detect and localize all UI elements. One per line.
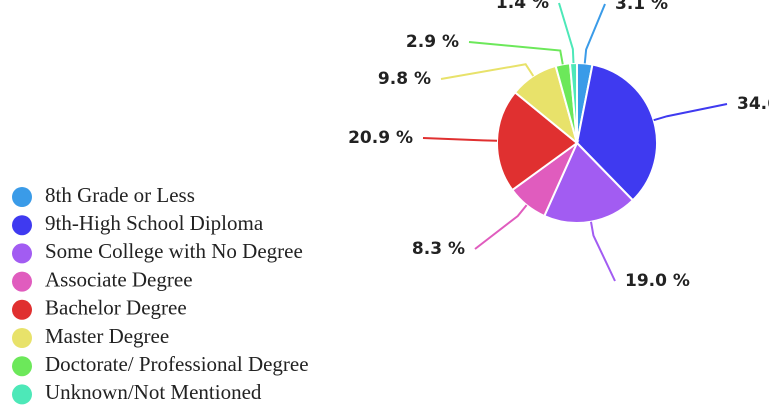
- pie-slice: [542, 141, 635, 224]
- legend-swatch: [12, 299, 32, 320]
- legend-label: 8th Grade or Less: [45, 183, 195, 207]
- legend-swatch: [12, 187, 32, 207]
- leader-line: [558, 2, 575, 64]
- leader-line: [583, 3, 606, 64]
- legend-swatch: [12, 384, 32, 405]
- legend-label: Bachelor Degree: [45, 296, 187, 320]
- data-label: 9.8 %: [378, 69, 431, 89]
- data-label: 20.9 %: [348, 128, 413, 148]
- leader-line: [653, 103, 728, 122]
- leader-line: [590, 221, 616, 282]
- legend-label: Unknown/Not Mentioned: [45, 380, 262, 404]
- data-label: 34.6 %: [737, 94, 769, 114]
- data-label: 3.1 %: [615, 0, 668, 14]
- legend-swatch: [12, 328, 32, 348]
- legend-swatch: [12, 215, 32, 236]
- pie-slice: [496, 90, 579, 192]
- legend-label: 9th-High School Diploma: [45, 211, 264, 235]
- leader-line: [440, 63, 535, 80]
- legend-label: Doctorate/ Professional Degree: [45, 352, 309, 376]
- leader-line: [468, 41, 564, 65]
- legend-swatch: [12, 356, 32, 377]
- pie-slice: [575, 63, 658, 202]
- legend-swatch: [12, 271, 32, 292]
- legend-label: Some College with No Degree: [45, 239, 303, 263]
- leader-line: [474, 204, 528, 250]
- data-label: 8.3 %: [412, 239, 465, 259]
- leader-line: [422, 137, 498, 142]
- legend-label: Associate Degree: [45, 267, 193, 291]
- data-label: 1.4 %: [496, 0, 549, 13]
- data-label: 2.9 %: [406, 32, 459, 52]
- data-label: 19.0 %: [625, 271, 690, 291]
- legend-label: Master Degree: [45, 324, 169, 348]
- legend-swatch: [12, 243, 32, 264]
